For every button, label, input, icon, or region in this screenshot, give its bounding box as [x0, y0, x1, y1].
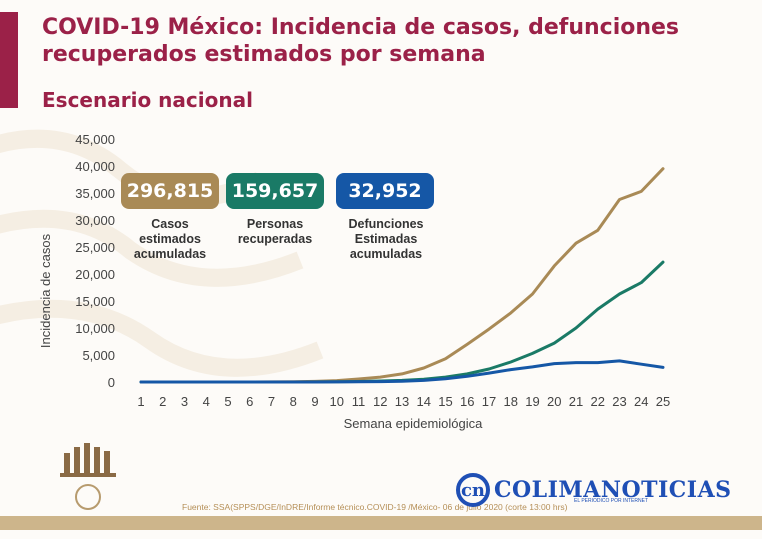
x-tick-label: 23 [612, 394, 626, 409]
x-tick-label: 13 [395, 394, 409, 409]
y-axis-title: Incidencia de casos [38, 233, 53, 348]
x-tick-label: 17 [482, 394, 496, 409]
cases-total-badge: 296,815 [121, 173, 219, 209]
deaths-total-label: Defunciones Estimadas acumuladas [348, 217, 424, 261]
source-note: Fuente: SSA(SPPS/DGE/InDRE/Informe técni… [182, 502, 568, 512]
x-tick-label: 8 [290, 394, 297, 409]
x-tick-label: 18 [504, 394, 518, 409]
y-tick-label: 15,000 [75, 294, 115, 309]
y-tick-label: 5,000 [82, 348, 115, 363]
y-tick-label: 20,000 [75, 267, 115, 282]
logo-mark: cn [456, 473, 490, 507]
colimanoticias-logo: cn COLIMANOTICIAS [456, 470, 732, 510]
x-tick-label: 6 [246, 394, 253, 409]
page-title: COVID-19 México: Incidencia de casos, de… [42, 15, 680, 67]
x-tick-label: 22 [591, 394, 605, 409]
page-subtitle: Escenario nacional [42, 88, 253, 112]
left-accent-bar [0, 12, 18, 108]
y-tick-label: 30,000 [75, 213, 115, 228]
x-tick-label: 3 [181, 394, 188, 409]
x-tick-label: 10 [330, 394, 344, 409]
x-tick-label: 7 [268, 394, 275, 409]
y-tick-label: 45,000 [75, 132, 115, 147]
x-tick-label: 9 [311, 394, 318, 409]
x-tick-label: 14 [417, 394, 431, 409]
recovered-total-label: Personas recuperadas [237, 217, 313, 246]
logo-tagline: EL PERIODICO POR INTERNET [574, 498, 648, 504]
x-tick-label: 5 [224, 394, 231, 409]
y-tick-label: 25,000 [75, 240, 115, 255]
cases-total-label: Casos estimados acumuladas [133, 217, 207, 261]
recovered-total-badge: 159,657 [226, 173, 324, 209]
x-tick-label: 21 [569, 394, 583, 409]
x-axis-title: Semana epidemiológica [344, 416, 484, 431]
x-tick-label: 11 [352, 394, 366, 409]
x-tick-label: 4 [203, 394, 210, 409]
x-tick-label: 1 [137, 394, 144, 409]
x-tick-label: 16 [460, 394, 474, 409]
y-tick-label: 35,000 [75, 186, 115, 201]
x-tick-label: 15 [438, 394, 452, 409]
government-emblem [60, 443, 116, 510]
x-tick-label: 24 [634, 394, 648, 409]
deaths-total-badge: 32,952 [336, 173, 434, 209]
x-tick-label: 19 [525, 394, 539, 409]
x-tick-label: 2 [159, 394, 166, 409]
deaths-series-line [139, 359, 665, 384]
y-tick-label: 10,000 [75, 321, 115, 336]
x-tick-label: 25 [656, 394, 670, 409]
y-tick-label: 0 [108, 375, 115, 390]
bottom-band [0, 516, 762, 530]
logo-name: COLIMANOTICIAS [494, 477, 732, 503]
x-tick-label: 12 [373, 394, 387, 409]
x-tick-label: 20 [547, 394, 561, 409]
y-tick-label: 40,000 [75, 159, 115, 174]
